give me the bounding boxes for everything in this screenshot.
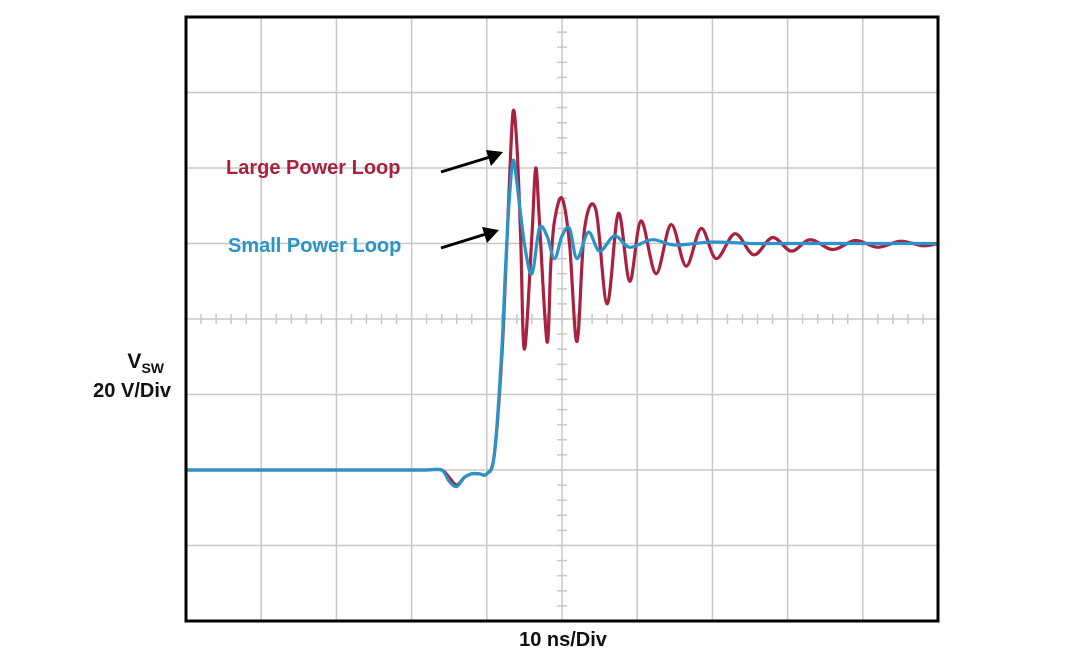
y-axis-label-sub: SW bbox=[141, 360, 164, 376]
series-line-large-power-loop bbox=[184, 108, 940, 487]
large-loop-label: Large Power Loop bbox=[226, 157, 400, 179]
y-axis-label-main: V bbox=[127, 350, 141, 373]
y-axis-label: VSW bbox=[127, 350, 164, 376]
x-axis-label: 10 ns/Div bbox=[519, 629, 608, 651]
large-loop-arrow bbox=[440, 150, 503, 174]
small-loop-arrow bbox=[440, 227, 499, 250]
series-line-small-power-loop bbox=[184, 158, 940, 489]
y-axis-scale: 20 V/Div bbox=[93, 380, 172, 402]
plot-frame bbox=[184, 15, 940, 623]
waveform-traces bbox=[184, 108, 940, 489]
small-loop-label: Small Power Loop bbox=[228, 235, 401, 257]
